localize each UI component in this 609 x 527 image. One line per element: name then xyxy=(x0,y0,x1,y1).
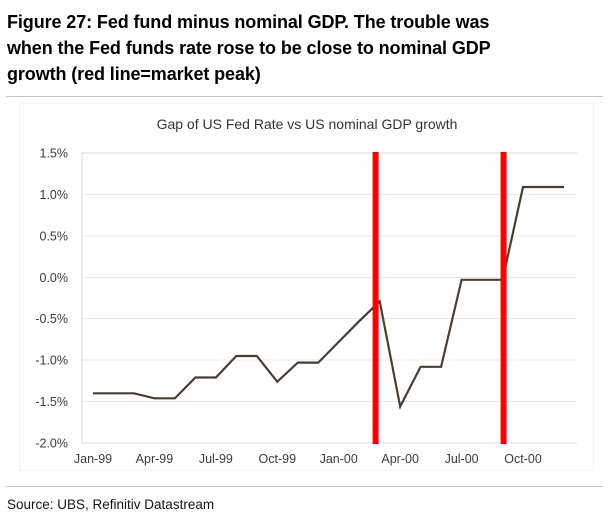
data-series-line xyxy=(93,185,564,410)
figure-title: Figure 27: Fed fund minus nominal GDP. T… xyxy=(7,9,605,87)
chart-panel xyxy=(19,103,594,471)
figure-title-line: growth (red line=market peak) xyxy=(7,64,261,84)
y-tick-label: -1.0% xyxy=(35,354,68,368)
title-divider xyxy=(6,96,603,97)
source-divider xyxy=(6,486,603,487)
chart-title: Gap of US Fed Rate vs US nominal GDP gro… xyxy=(156,116,458,132)
y-tick-label: -0.5% xyxy=(35,312,68,326)
y-tick-label: 0.5% xyxy=(40,229,69,243)
x-tick-label: Apr-00 xyxy=(381,452,419,466)
x-tick-label: Jan-99 xyxy=(74,452,112,466)
x-tick-label: Oct-00 xyxy=(504,452,542,466)
y-tick-label: -1.5% xyxy=(35,395,68,409)
x-tick-label: Jul-99 xyxy=(199,452,233,466)
y-tick-label: -2.0% xyxy=(35,437,68,451)
y-tick-label: 0.0% xyxy=(40,271,69,285)
source-text: Source: UBS, Refinitiv Datastream xyxy=(7,497,215,512)
x-tick-label: Jul-00 xyxy=(445,452,479,466)
figure-title-line: when the Fed funds rate rose to be close… xyxy=(7,38,491,58)
y-tick-label: 1.0% xyxy=(40,188,69,202)
x-tick-label: Oct-99 xyxy=(259,452,297,466)
y-tick-label: 1.5% xyxy=(40,147,69,161)
x-tick-label: Jan-00 xyxy=(320,452,358,466)
figure-title-line: Figure 27: Fed fund minus nominal GDP. T… xyxy=(7,12,490,32)
x-tick-label: Apr-99 xyxy=(136,452,174,466)
